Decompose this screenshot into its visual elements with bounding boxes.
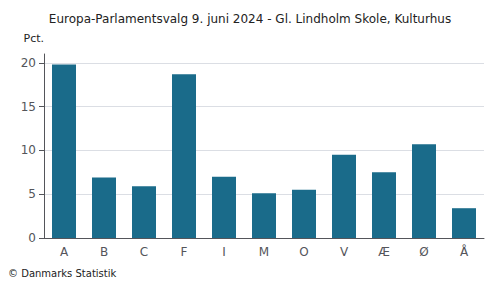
svg-text:O: O	[299, 245, 308, 259]
svg-text:M: M	[259, 245, 269, 259]
svg-text:I: I	[222, 245, 226, 259]
svg-text:15: 15	[21, 100, 36, 114]
svg-text:Pct.: Pct.	[24, 32, 45, 45]
svg-text:F: F	[181, 245, 188, 259]
svg-text:Å: Å	[460, 244, 469, 259]
svg-text:Ø: Ø	[419, 245, 428, 259]
svg-text:A: A	[60, 245, 69, 259]
svg-text:C: C	[140, 245, 148, 259]
svg-text:0: 0	[28, 231, 36, 245]
svg-text:Europa-Parlamentsvalg 9. juni: Europa-Parlamentsvalg 9. juni 2024 - Gl.…	[49, 12, 451, 26]
svg-text:10: 10	[21, 143, 36, 157]
svg-text:V: V	[340, 245, 349, 259]
svg-text:© Danmarks Statistik: © Danmarks Statistik	[8, 268, 117, 279]
svg-text:20: 20	[21, 56, 36, 70]
svg-text:5: 5	[28, 187, 36, 201]
svg-text:B: B	[100, 245, 108, 259]
svg-text:Æ: Æ	[378, 245, 390, 259]
